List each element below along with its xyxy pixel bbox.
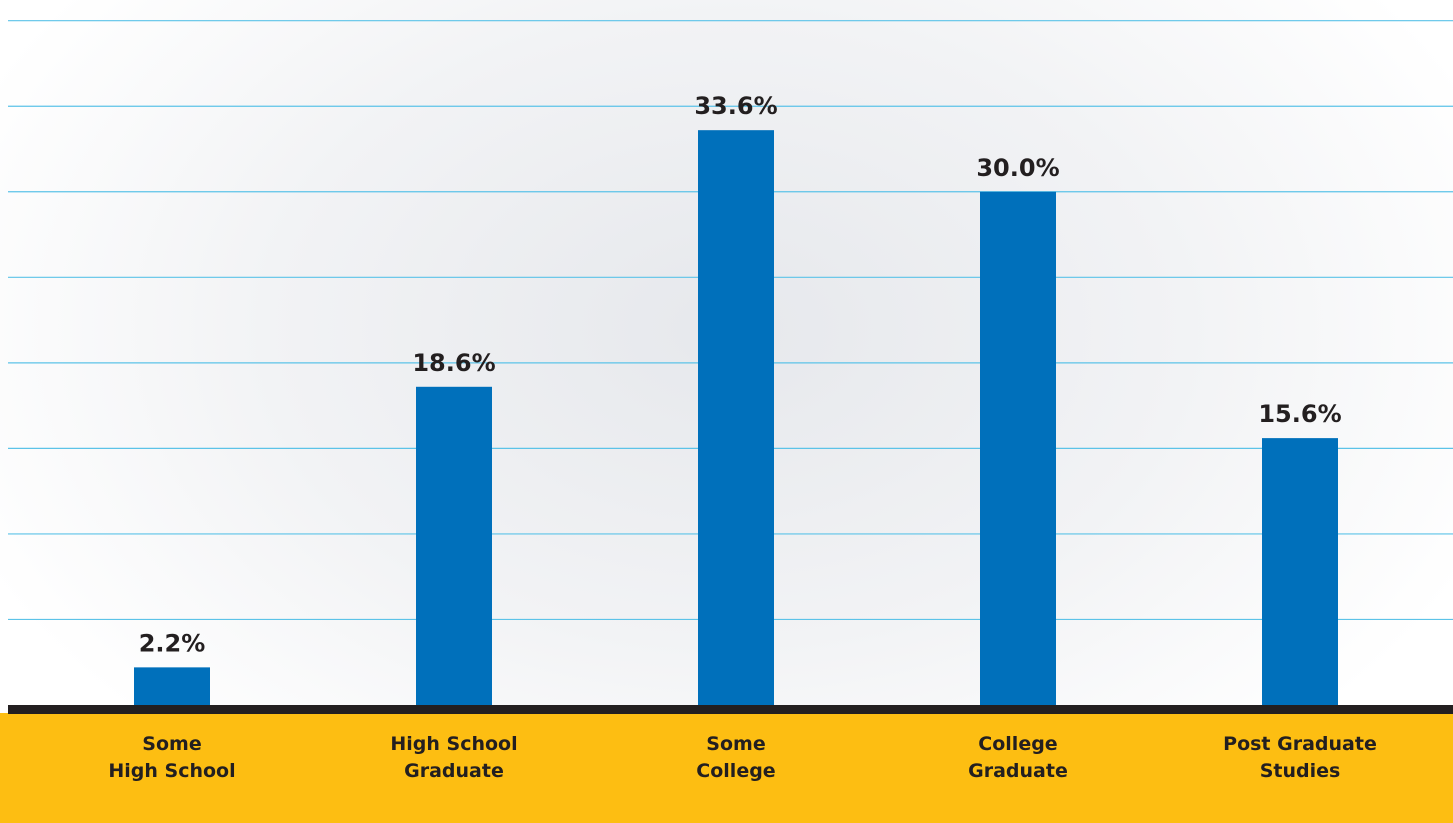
value-label: 18.6%: [412, 349, 495, 377]
bar: [416, 386, 492, 705]
baseline: [8, 705, 1453, 714]
category-band: [0, 713, 1453, 823]
x-tick-label: High School Graduate: [390, 733, 518, 782]
x-tick-label: Some College: [696, 733, 776, 782]
value-label: 30.0%: [976, 154, 1059, 182]
x-tick-label: College Graduate: [968, 733, 1068, 782]
x-tick-label: Some High School: [108, 733, 236, 782]
value-label: 33.6%: [694, 92, 777, 120]
value-label: 15.6%: [1258, 400, 1341, 428]
value-label: 2.2%: [139, 629, 206, 657]
bar: [980, 191, 1056, 705]
bar: [1262, 438, 1338, 705]
bar: [698, 130, 774, 706]
x-tick-label: Post Graduate Studies: [1223, 733, 1377, 782]
bar: [134, 667, 210, 705]
